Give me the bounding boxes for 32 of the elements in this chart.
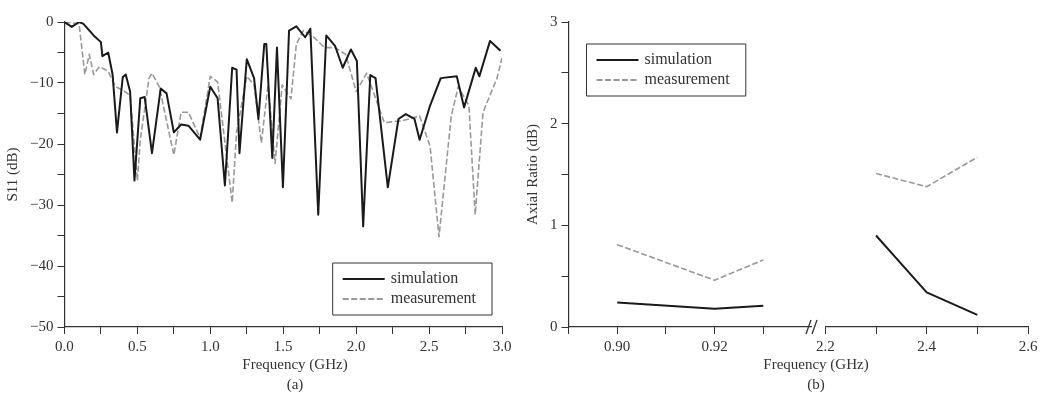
legend-label: measurement	[644, 70, 731, 88]
x-tick-label: 1.0	[200, 337, 220, 354]
y-tick-label: 0	[45, 12, 54, 29]
text: (b)	[806, 376, 826, 393]
x-axis-title: Frequency (GHz)	[762, 356, 870, 373]
x-tick-label: 3.0	[492, 337, 512, 354]
x-tick-label: 0.5	[128, 337, 147, 354]
legend-label: measurement	[390, 289, 477, 307]
y-tick-label: −20	[29, 134, 54, 151]
x-axis-title: Frequency (GHz)	[241, 356, 349, 373]
x-tick-label: 0.92	[701, 337, 728, 354]
x-tick-label: 2.6	[1018, 337, 1038, 354]
legend-label: simulation	[390, 269, 459, 287]
y-axis-title: Axial Ratio (dB)	[523, 124, 541, 225]
y-tick-label: 0	[550, 317, 558, 334]
y-tick-label: −10	[29, 73, 54, 90]
y-axis-title: S11 (dB)	[3, 147, 21, 202]
y-tick-label: 3	[550, 12, 558, 29]
x-tick-label: 1.5	[273, 337, 293, 354]
x-tick-label: 2.0	[346, 337, 366, 354]
x-tick-label: 0.90	[604, 337, 631, 354]
x-tick-label: 0.0	[55, 337, 74, 354]
y-tick-label: −40	[29, 256, 54, 273]
x-tick-label: 2.4	[917, 337, 937, 354]
y-tick-label: 2	[550, 114, 558, 131]
y-tick-label: −30	[29, 195, 54, 212]
text: (a)	[285, 376, 305, 393]
legend-label: simulation	[644, 50, 713, 68]
y-tick-label: 1	[550, 216, 558, 233]
x-tick-label: 2.2	[816, 337, 835, 354]
x-tick-label: 2.5	[419, 337, 439, 354]
y-tick-label: −50	[29, 317, 54, 334]
